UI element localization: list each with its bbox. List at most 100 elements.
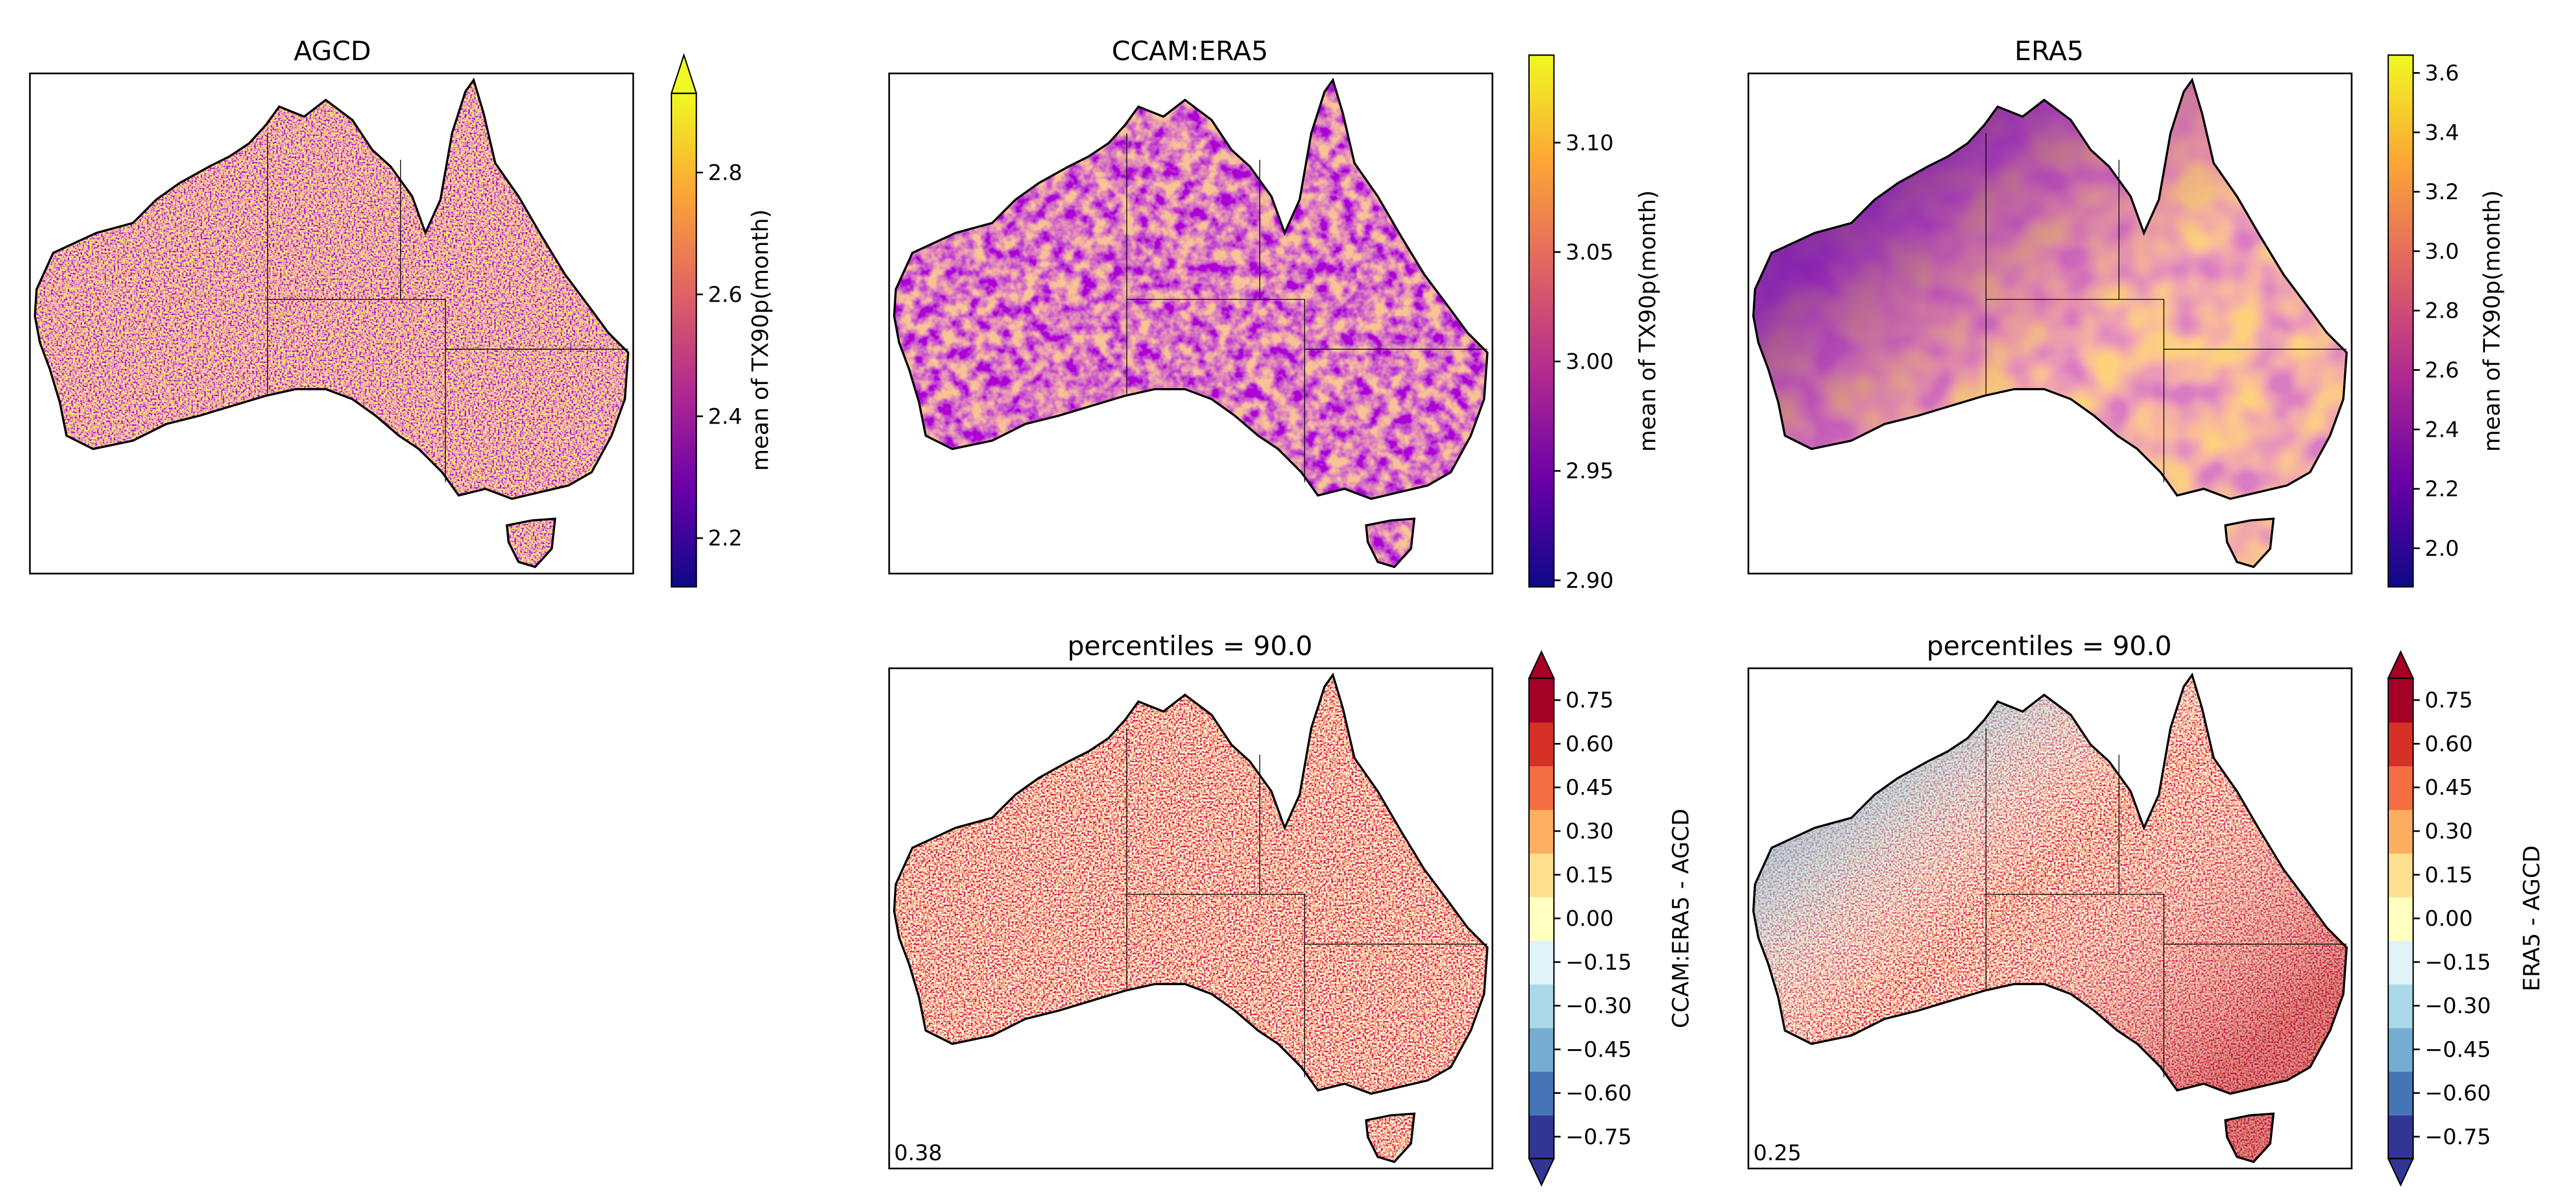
colorbar-label: mean of TX90p(month) [1635, 190, 1661, 452]
colorbar-tick-label: 2.8 [708, 160, 742, 185]
colorbar-tick-label: −0.75 [1566, 1124, 1632, 1149]
colorbar-label: CCAM:ERA5 - AGCD [1669, 809, 1694, 1029]
colorbar-band [1528, 896, 1554, 941]
colorbar-band [2388, 765, 2413, 810]
map-border [888, 72, 1494, 575]
state-borders [1126, 728, 1488, 1077]
colorbar-band [1528, 1071, 1554, 1116]
panel-ccam-era5: CCAM:ERA5 [888, 35, 1494, 575]
colorbar-band [2388, 722, 2413, 766]
colorbar-extend-min [1528, 1157, 1555, 1187]
colorbar-tick-label: 0.60 [2425, 731, 2473, 756]
colorbar-tick-label: −0.60 [2425, 1081, 2491, 1106]
colorbar-tick-label: 3.00 [1566, 349, 1614, 374]
state-borders [1985, 133, 2347, 483]
colorbar-band [2388, 1071, 2413, 1116]
state-borders [267, 133, 629, 483]
colorbar-tick-label: 2.6 [2425, 358, 2459, 383]
panel-ccam-minus-agcd: percentiles = 90.0 0.38 [888, 630, 1494, 1169]
colorbar-tick-label: 2.95 [1566, 458, 1614, 484]
colorbar-label: ERA5 - AGCD [2519, 845, 2545, 991]
colorbar-band [2388, 940, 2413, 985]
panel-era5: ERA5 [1747, 35, 2353, 575]
map-border [1747, 667, 2353, 1169]
colorbar-outline [670, 92, 697, 588]
map-field [894, 675, 1488, 1162]
colorbar-tick-label: 0.60 [1566, 731, 1614, 756]
colorbar-tick-label: 0.30 [1566, 819, 1614, 844]
colorbar-band [1528, 1114, 1554, 1160]
colorbar-tick-label: −0.15 [1566, 950, 1632, 975]
colorbar-tick-label: 0.45 [1566, 775, 1614, 800]
colorbar-band [1528, 983, 1554, 1029]
colorbar-outline [2387, 54, 2414, 588]
colorbar-tick-label: −0.15 [2425, 950, 2491, 975]
state-borders [1985, 728, 2347, 1077]
colorbar-band [2388, 1027, 2413, 1072]
panel-title: percentiles = 90.0 [1068, 630, 1313, 661]
map-border [29, 72, 634, 575]
colorbar-tick-label: 3.0 [2425, 239, 2459, 264]
colorbar-tick-label: 2.2 [708, 525, 742, 551]
colorbar-band [2388, 1114, 2413, 1160]
colorbar-tick-label: 2.0 [2425, 536, 2459, 561]
map-field [1753, 675, 2347, 1162]
colorbar-band [2388, 896, 2413, 941]
colorbar-tick-label: 0.15 [2425, 862, 2473, 887]
colorbar-tick-label: 3.05 [1566, 239, 1614, 264]
colorbar-tick-label: 0.45 [2425, 775, 2473, 800]
map-border [1747, 72, 2353, 575]
panel-title: AGCD [294, 35, 371, 66]
colorbar-tick-label: 0.15 [1566, 862, 1614, 887]
colorbar-extend-max [670, 53, 698, 94]
colorbar-band [2388, 809, 2413, 854]
colorbar-tick-label: 0.75 [2425, 687, 2473, 713]
panel-title: CCAM:ERA5 [1112, 35, 1268, 66]
colorbar-tick-label: 3.2 [2425, 179, 2459, 204]
colorbar-band [1528, 765, 1554, 810]
score-annotation: 0.25 [1753, 1140, 1801, 1165]
colorbar-band [1528, 1027, 1554, 1072]
colorbar-5: 0.75 0.60 0.45 0.30 0.15 0.00 −0.15 −0.30 −0.45 −… [2387, 650, 2545, 1187]
score-annotation: 0.38 [894, 1140, 942, 1165]
colorbar-tick-label: −0.45 [2425, 1037, 2491, 1062]
colorbar-tick-label: −0.30 [2425, 993, 2491, 1018]
colorbar-gradient [1528, 55, 1554, 587]
colorbar-tick-label: 0.00 [2425, 906, 2473, 931]
colorbar-3: 2.0 2.2 2.4 2.6 2.8 3.0 3.2 3.4 3.6 mean of TX90p… [2387, 54, 2505, 588]
colorbar-band [2388, 983, 2413, 1029]
colorbar-gradient [2388, 55, 2413, 587]
colorbar-band [1528, 678, 1554, 723]
colorbar-tick-label: −0.30 [1566, 993, 1632, 1018]
state-borders [1126, 133, 1488, 483]
colorbar-tick-label: −0.75 [2425, 1124, 2491, 1149]
colorbar-extend-min [2387, 1157, 2415, 1187]
colorbar-4: 0.75 0.60 0.45 0.30 0.15 0.00 −0.15 −0.30 −0.45 −… [1528, 650, 1694, 1187]
map-border [888, 667, 1494, 1169]
colorbar-tick-label: 3.6 [2425, 60, 2459, 85]
panel-title: ERA5 [2014, 35, 2084, 66]
colorbar-tick-label: 2.2 [2425, 476, 2459, 501]
colorbar-tick-label: 3.4 [2425, 120, 2459, 145]
map-field [1753, 80, 2347, 567]
panel-era5-minus-agcd: percentiles = 90.0 0.25 [1747, 630, 2353, 1169]
colorbar-tick-label: 3.10 [1566, 130, 1614, 155]
colorbar-tick-label: 2.4 [2425, 417, 2459, 442]
map-field [894, 80, 1488, 567]
colorbar-label: mean of TX90p(month) [748, 209, 773, 471]
colorbar-band [1528, 722, 1554, 766]
panel-title: percentiles = 90.0 [1927, 630, 2172, 661]
colorbar-band [2388, 853, 2413, 897]
colorbar-tick-label: 2.6 [708, 282, 742, 307]
colorbar-tick-label: 2.8 [2425, 298, 2459, 323]
colorbar-gradient [671, 93, 697, 587]
colorbar-extend-max [2387, 650, 2415, 679]
colorbar-tick-label: 2.4 [708, 404, 742, 429]
colorbar-band [1528, 809, 1554, 854]
colorbar-tick-label: 0.30 [2425, 819, 2473, 844]
colorbar-tick-label: −0.60 [1566, 1081, 1632, 1106]
colorbar-band [1528, 940, 1554, 985]
